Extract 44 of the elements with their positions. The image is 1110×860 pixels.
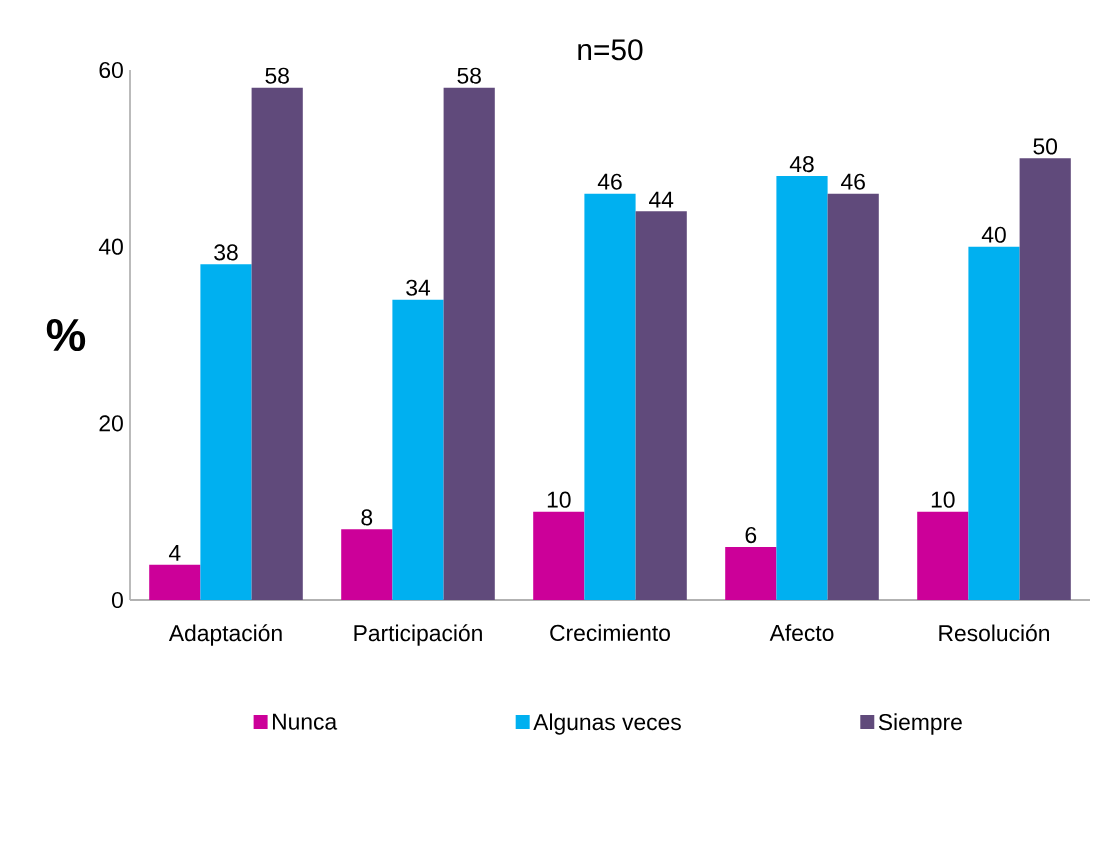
bar xyxy=(776,176,828,600)
legend-label: Nunca xyxy=(273,713,338,730)
bar xyxy=(827,193,879,600)
bar xyxy=(533,511,585,600)
x-tick-label: Participación xyxy=(354,624,482,646)
bar xyxy=(392,299,444,600)
data-label: 46 xyxy=(841,173,865,190)
x-tick-label: Afecto xyxy=(769,624,834,642)
bar xyxy=(968,246,1020,600)
bar xyxy=(443,87,495,600)
bar xyxy=(149,564,201,600)
y-tick-label: 0 xyxy=(111,591,123,609)
y-tick-label: 60 xyxy=(99,61,123,79)
bar xyxy=(584,193,636,600)
data-label: 50 xyxy=(1033,138,1058,155)
legend-label: Siempre xyxy=(878,713,962,735)
bar xyxy=(200,264,252,600)
data-label: 58 xyxy=(457,67,481,84)
data-label: 58 xyxy=(265,67,289,84)
data-label: 6 xyxy=(745,526,757,544)
bar xyxy=(635,211,687,600)
data-label: 44 xyxy=(649,191,674,208)
data-label: 10 xyxy=(931,491,955,508)
x-tick-label: Adaptación xyxy=(168,624,282,646)
bar xyxy=(1019,158,1071,600)
y-tick-label: 20 xyxy=(99,415,123,432)
bar xyxy=(725,547,777,600)
data-label: 40 xyxy=(981,226,1006,243)
bar xyxy=(341,529,393,600)
x-tick-label: Crecimiento xyxy=(550,624,670,642)
data-label: 10 xyxy=(547,491,571,508)
data-label: 8 xyxy=(361,509,373,526)
y-tick-label: 40 xyxy=(98,238,123,255)
legend-label: Algunas veces xyxy=(533,713,681,735)
x-tick-label: Resolución xyxy=(939,624,1049,642)
data-label: 34 xyxy=(406,279,431,296)
bar xyxy=(251,87,303,600)
bar xyxy=(917,511,969,600)
y-axis-title: % xyxy=(46,318,86,352)
chart-title: n=50 xyxy=(578,39,643,61)
data-label: 46 xyxy=(597,173,622,190)
data-label: 38 xyxy=(214,244,238,261)
data-label: 48 xyxy=(789,155,814,173)
data-label: 4 xyxy=(168,545,181,561)
